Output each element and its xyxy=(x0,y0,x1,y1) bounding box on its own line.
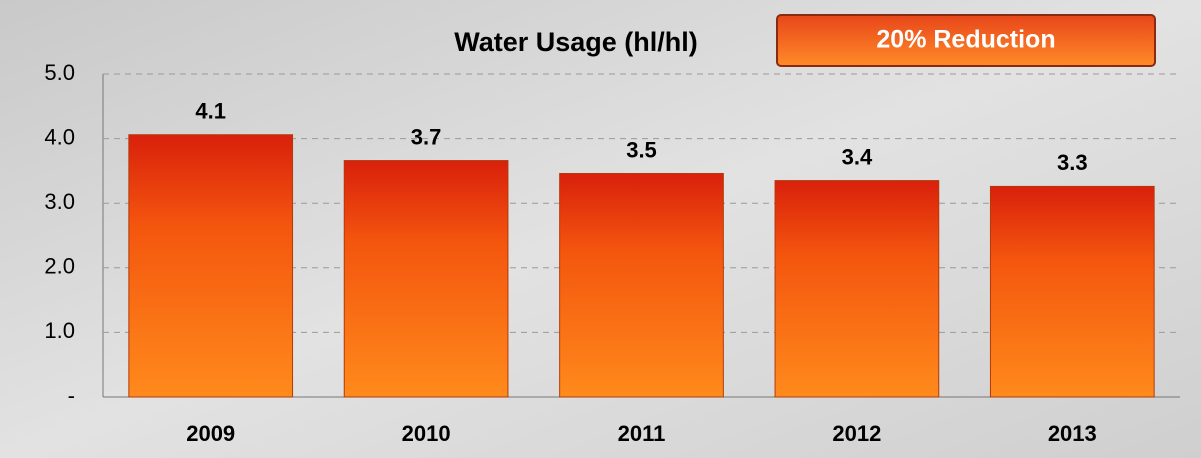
y-tick-label: 1.0 xyxy=(44,318,75,343)
y-tick-label: - xyxy=(68,383,75,408)
data-label: 3.3 xyxy=(1057,150,1088,175)
data-label: 3.4 xyxy=(842,144,873,169)
x-tick-label: 2013 xyxy=(1048,421,1097,446)
x-tick-label: 2011 xyxy=(618,421,666,446)
data-label: 3.7 xyxy=(411,124,442,149)
bar xyxy=(774,180,940,398)
data-label: 3.5 xyxy=(626,137,657,162)
x-tick-label: 2010 xyxy=(402,421,451,446)
y-tick-label: 4.0 xyxy=(44,124,75,149)
bar xyxy=(343,160,509,398)
x-tick-label: 2009 xyxy=(186,421,235,446)
y-tick-label: 5.0 xyxy=(44,60,75,85)
bar xyxy=(989,185,1155,398)
x-tick-label: 2012 xyxy=(832,421,881,446)
annotation: 20% Reduction xyxy=(876,26,1055,54)
data-label: 4.1 xyxy=(195,99,226,124)
bar xyxy=(559,172,724,398)
bar xyxy=(128,134,294,398)
y-tick-label: 2.0 xyxy=(44,254,75,279)
chart-title: Water Usage (hl/hl) xyxy=(454,27,698,57)
annotation-box xyxy=(776,14,1156,67)
y-tick-label: 3.0 xyxy=(44,189,75,214)
